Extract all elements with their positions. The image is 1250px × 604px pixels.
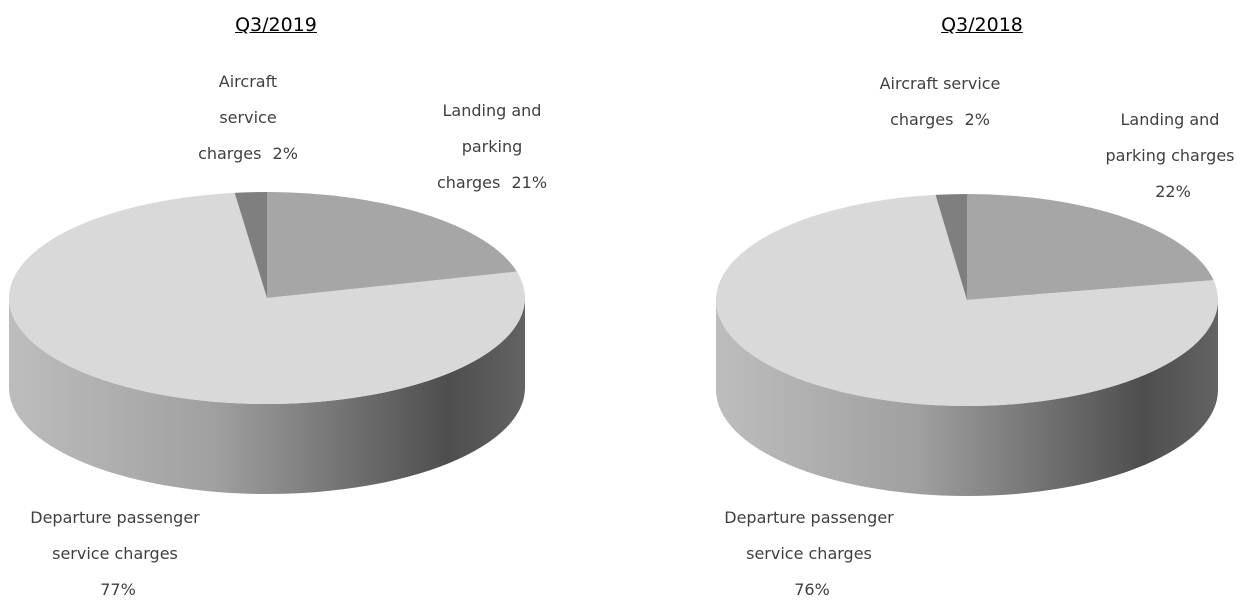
label-category: Aircraft service charges bbox=[879, 74, 1001, 129]
data-label: Landing and parking charges 21% bbox=[432, 93, 552, 201]
chart-title: Q3/2018 bbox=[941, 14, 1023, 36]
data-label: Departure passenger service charges 77% bbox=[30, 500, 200, 604]
label-category: Departure passenger service charges bbox=[724, 508, 894, 563]
chart-title: Q3/2019 bbox=[235, 14, 317, 36]
slice bbox=[716, 194, 1218, 406]
slice-side bbox=[9, 298, 525, 494]
data-label: Aircraft service charges 2% bbox=[875, 66, 1005, 138]
label-category: Landing and parking charges bbox=[436, 101, 542, 192]
label-category: Aircraft service charges bbox=[198, 72, 278, 163]
label-value: 76% bbox=[794, 580, 830, 599]
label-value: 22% bbox=[1155, 182, 1191, 201]
label-value: 2% bbox=[272, 144, 298, 163]
slice bbox=[935, 194, 967, 300]
label-category: Landing and parking charges bbox=[1105, 110, 1235, 165]
slice bbox=[967, 194, 1214, 300]
slice-side bbox=[716, 300, 1218, 496]
label-value: 21% bbox=[511, 173, 548, 192]
slice bbox=[267, 192, 517, 298]
label-category: Departure passenger service charges bbox=[30, 508, 200, 563]
data-label: Aircraft service charges 2% bbox=[188, 64, 308, 172]
slice bbox=[234, 192, 267, 298]
label-value: 2% bbox=[964, 110, 990, 129]
slice bbox=[8, 192, 526, 404]
data-label: Departure passenger service charges 76% bbox=[724, 500, 894, 604]
data-label: Landing and parking charges 22% bbox=[1090, 102, 1250, 210]
label-value: 77% bbox=[100, 580, 136, 599]
